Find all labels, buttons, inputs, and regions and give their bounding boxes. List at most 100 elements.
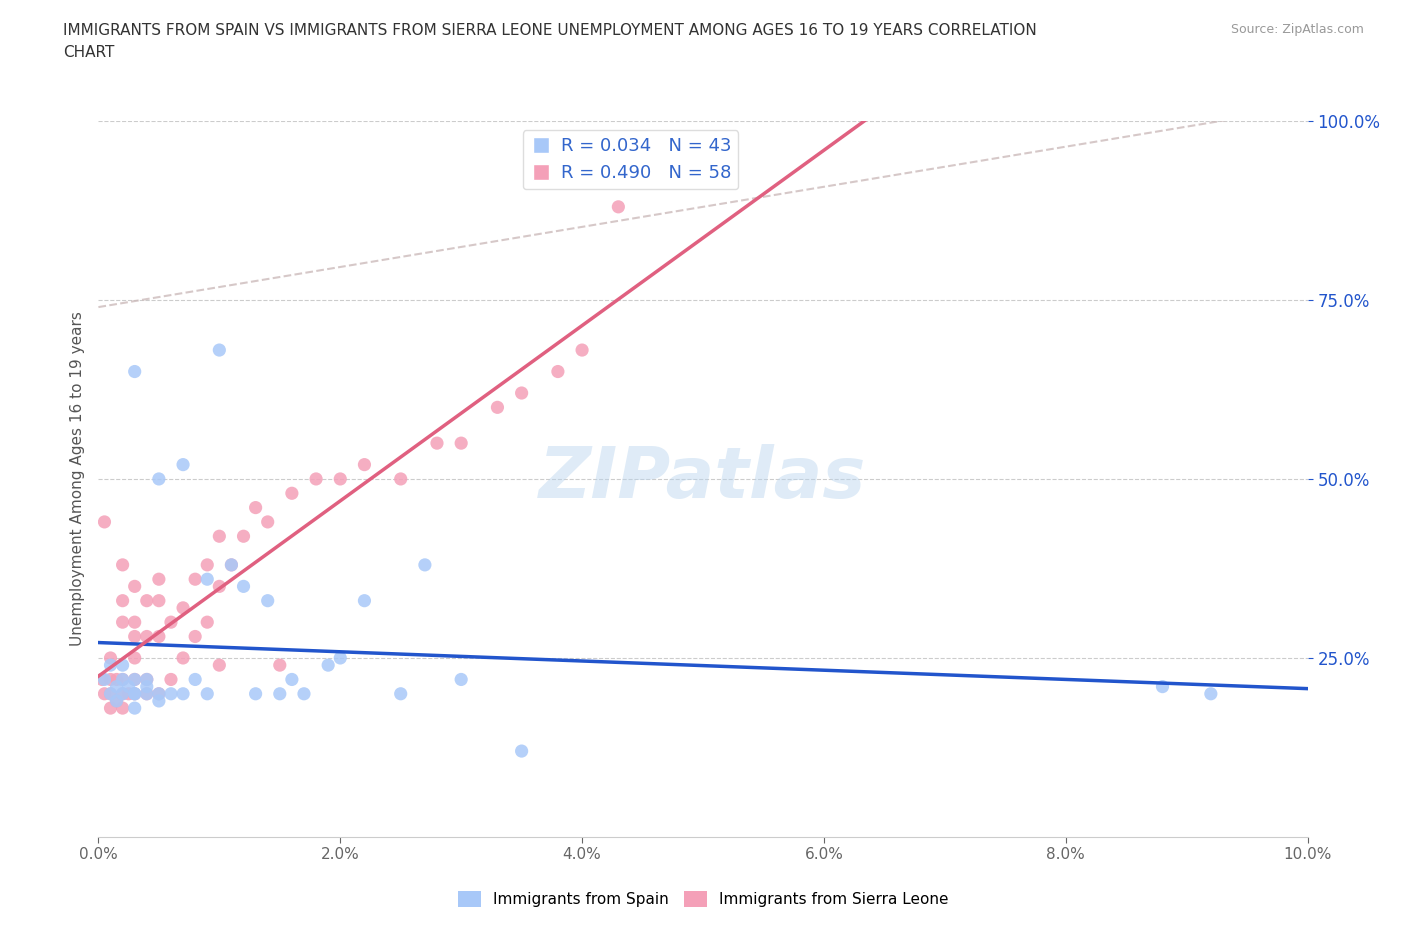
Point (172, 651, 194, 666)
Point (105, 694, 128, 709)
Point (510, 744, 533, 759)
Point (135, 679, 157, 694)
Point (172, 686, 194, 701)
Point (124, 672, 146, 687)
Point (256, 593, 278, 608)
Point (148, 629, 170, 644)
Point (148, 593, 170, 608)
Point (269, 658, 291, 672)
Point (413, 557, 436, 572)
Point (148, 572, 170, 587)
Point (105, 672, 128, 687)
Point (221, 557, 243, 572)
Point (172, 601, 194, 616)
Point (510, 386, 533, 401)
Point (93, 514, 115, 529)
Point (245, 686, 267, 701)
Point (160, 615, 183, 630)
Legend: R = 0.034   N = 43, R = 0.490   N = 58: R = 0.034 N = 43, R = 0.490 N = 58 (523, 130, 738, 190)
Point (160, 686, 183, 701)
Point (124, 615, 146, 630)
Point (292, 686, 315, 701)
Point (118, 679, 141, 694)
Point (135, 686, 157, 701)
Point (208, 578, 231, 594)
Legend: Immigrants from Spain, Immigrants from Sierra Leone: Immigrants from Spain, Immigrants from S… (451, 884, 955, 913)
Text: Source: ZipAtlas.com: Source: ZipAtlas.com (1230, 23, 1364, 36)
Point (208, 342, 231, 357)
Point (148, 686, 170, 701)
Point (100, 686, 122, 701)
Point (124, 578, 146, 594)
Point (111, 700, 134, 715)
Point (100, 700, 122, 715)
Point (135, 672, 157, 687)
Point (135, 686, 157, 701)
Point (111, 593, 134, 608)
Point (124, 686, 146, 701)
Y-axis label: Unemployment Among Ages 16 to 19 years: Unemployment Among Ages 16 to 19 years (69, 312, 84, 646)
Point (1152, 679, 1174, 694)
Point (208, 658, 231, 672)
Point (118, 686, 141, 701)
Point (486, 400, 509, 415)
Point (316, 658, 339, 672)
Point (100, 672, 122, 687)
Point (100, 686, 122, 701)
Point (93, 672, 115, 687)
Point (124, 686, 146, 701)
Point (329, 472, 352, 486)
Point (111, 658, 134, 672)
Point (111, 686, 134, 701)
Point (571, 342, 593, 357)
Point (245, 500, 267, 515)
Point (148, 694, 170, 709)
Point (124, 686, 146, 701)
Point (208, 529, 231, 544)
Point (305, 472, 328, 486)
Point (184, 572, 207, 587)
Point (93, 686, 115, 701)
Point (111, 615, 134, 630)
Point (124, 365, 146, 379)
Point (232, 578, 254, 594)
Point (124, 629, 146, 644)
Point (195, 557, 218, 572)
Point (100, 658, 122, 672)
Point (135, 629, 157, 644)
Point (111, 557, 134, 572)
Text: IMMIGRANTS FROM SPAIN VS IMMIGRANTS FROM SIERRA LEONE UNEMPLOYMENT AMONG AGES 16: IMMIGRANTS FROM SPAIN VS IMMIGRANTS FROM… (63, 23, 1038, 60)
Point (124, 651, 146, 666)
Point (232, 529, 254, 544)
Point (184, 629, 207, 644)
Point (353, 458, 375, 472)
Point (105, 694, 128, 709)
Point (389, 686, 412, 701)
Point (184, 672, 207, 687)
Point (1199, 686, 1222, 701)
Point (105, 679, 128, 694)
Point (111, 672, 134, 687)
Point (100, 651, 122, 666)
Point (148, 686, 170, 701)
Point (450, 435, 472, 450)
Text: ZIPatlas: ZIPatlas (540, 445, 866, 513)
Point (135, 672, 157, 687)
Point (148, 472, 170, 486)
Point (111, 686, 134, 701)
Point (172, 458, 194, 472)
Point (195, 686, 218, 701)
Point (256, 514, 278, 529)
Point (124, 672, 146, 687)
Point (607, 199, 630, 214)
Point (329, 651, 352, 666)
Point (124, 700, 146, 715)
Point (426, 435, 449, 450)
Point (195, 615, 218, 630)
Point (195, 572, 218, 587)
Point (450, 672, 472, 687)
Point (389, 472, 412, 486)
Point (135, 593, 157, 608)
Point (160, 672, 183, 687)
Point (281, 485, 304, 500)
